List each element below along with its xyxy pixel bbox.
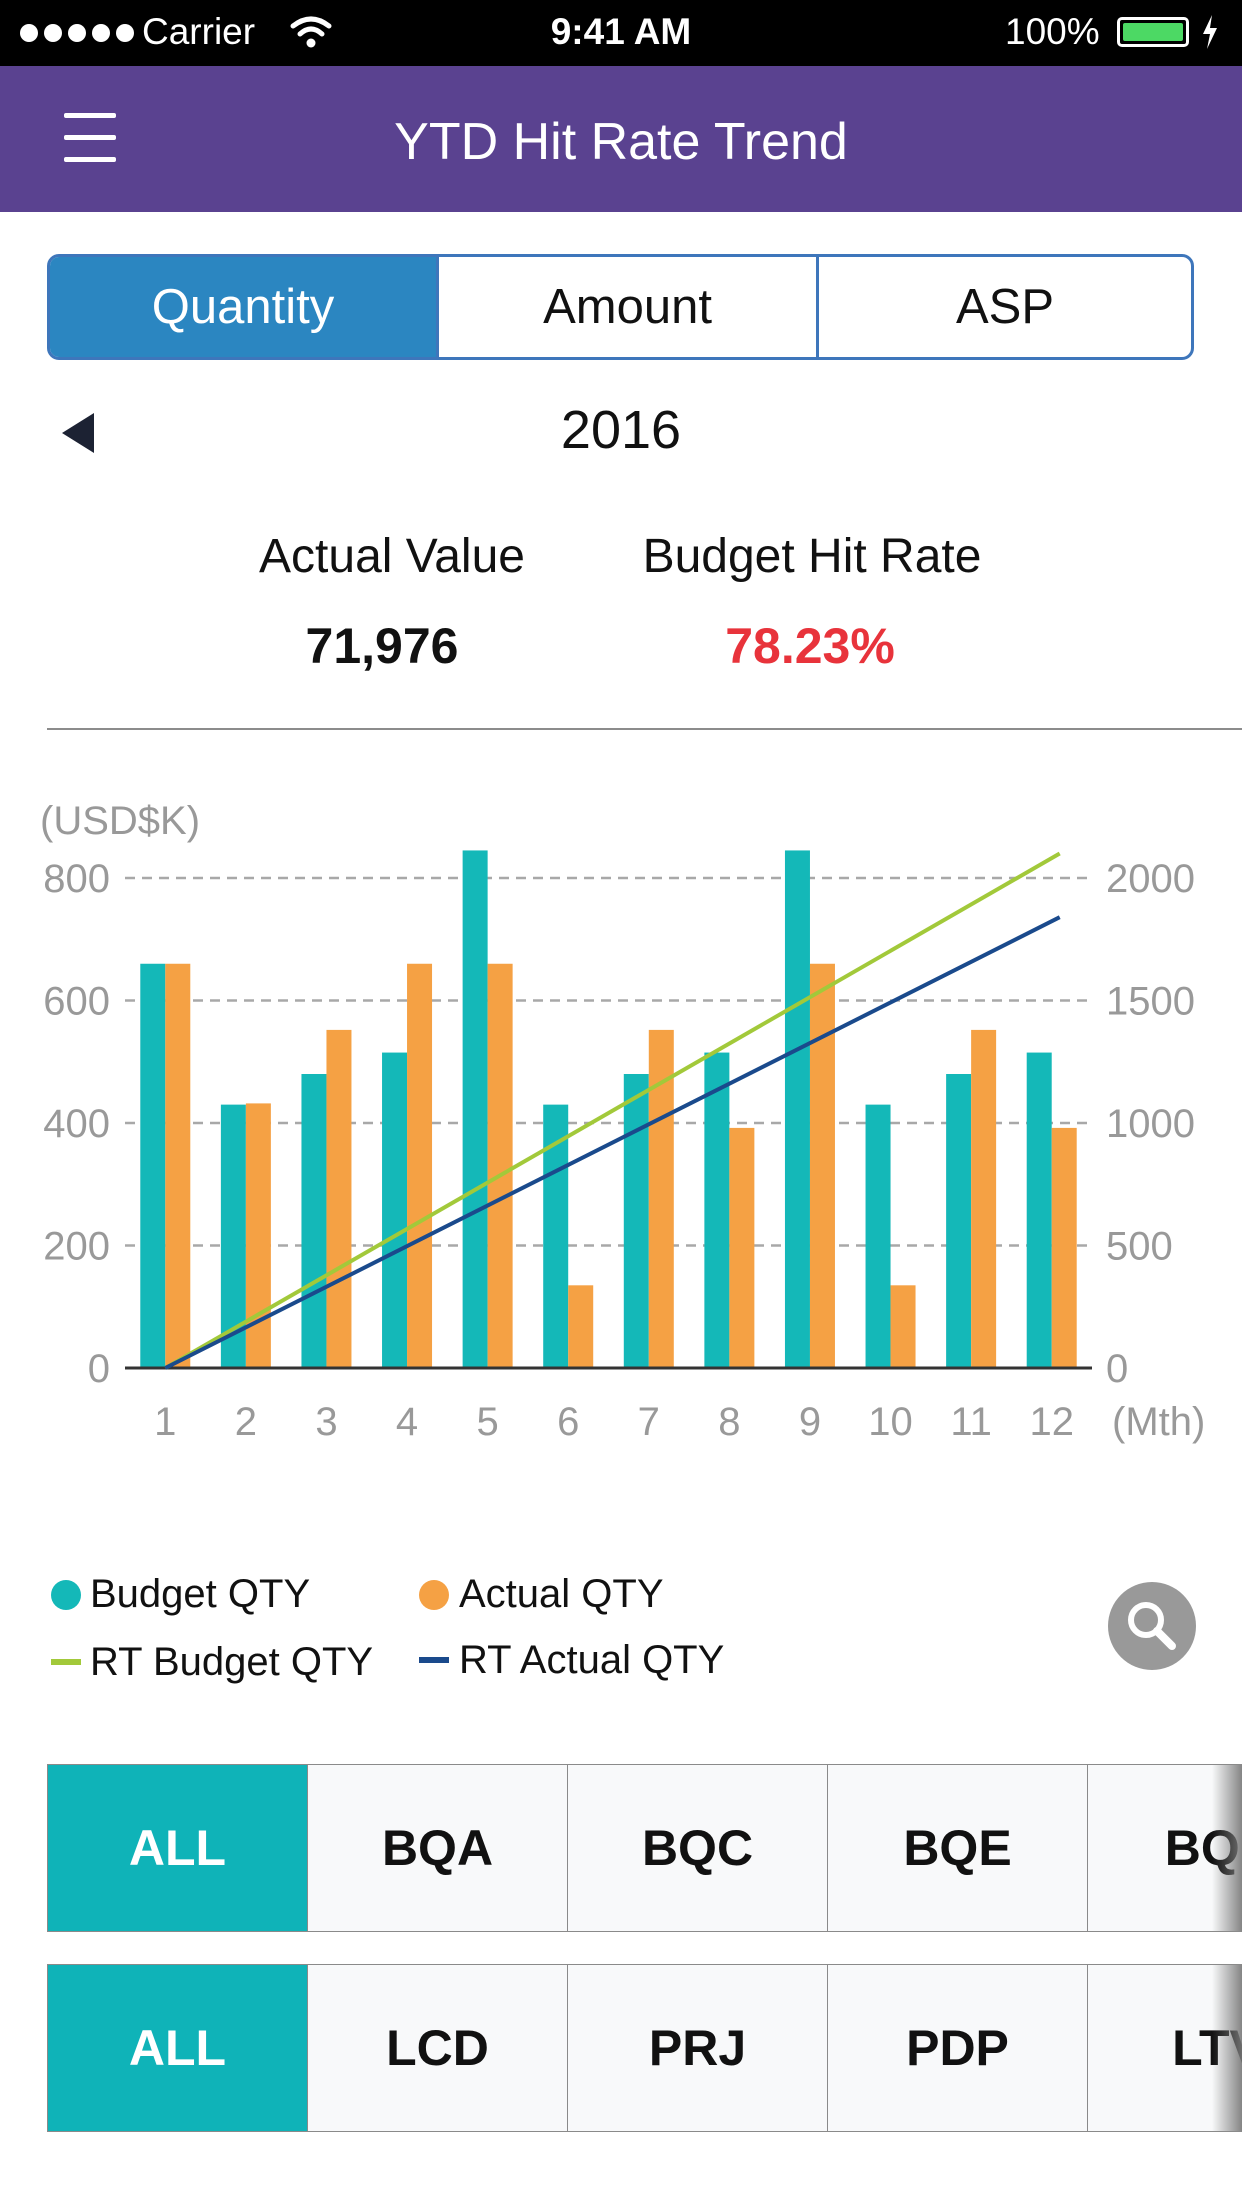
carrier-label: Carrier [142, 11, 256, 52]
scroll-fade [1212, 1965, 1242, 2131]
x-tick-label: 7 [638, 1400, 660, 1444]
x-tick-label: 10 [868, 1400, 913, 1444]
product-filter-row: ALL LCD PRJ PDP LTV [47, 1964, 1242, 2132]
actual-value: 71,976 [305, 618, 459, 674]
y2-tick-label: 1000 [1106, 1102, 1195, 1146]
bar-budget-qty [462, 850, 488, 1368]
bar-actual-qty [487, 963, 513, 1368]
magnifier-icon [1128, 1602, 1176, 1650]
x-tick-label: 1 [154, 1400, 176, 1444]
bar-budget-qty [301, 1074, 327, 1368]
signal-dots-icon [20, 24, 140, 47]
bar-actual-qty [245, 1103, 271, 1368]
bar-actual-qty [407, 963, 433, 1368]
bar-budget-qty [784, 850, 810, 1368]
x-tick-label: 11 [950, 1400, 992, 1444]
legend-rt-actual-swatch [419, 1657, 449, 1663]
x-tick-label: 6 [557, 1400, 579, 1444]
legend-budget-label: Budget QTY [90, 1572, 311, 1616]
line-rt-actual-qty [164, 915, 1061, 1370]
filter-pdp[interactable]: PDP [827, 1965, 1087, 2131]
x-tick-label: 8 [718, 1400, 740, 1444]
legend-actual-label: Actual QTY [459, 1572, 664, 1616]
filter-bqe[interactable]: BQE [827, 1765, 1087, 1931]
status-bar: Carrier 9:41 AM 100% [0, 0, 1242, 66]
x-tick-label: 9 [799, 1400, 821, 1444]
year-label: 2016 [560, 400, 682, 460]
budget-hit-rate-label: Budget Hit Rate [642, 530, 982, 583]
y2-tick-label: 0 [1106, 1347, 1128, 1391]
actual-value-label: Actual Value [259, 530, 525, 583]
filter-bqc[interactable]: BQC [567, 1765, 827, 1931]
bar-budget-qty [382, 1052, 408, 1368]
legend-rt-budget-swatch [51, 1659, 81, 1665]
filter-bqa[interactable]: BQA [307, 1765, 567, 1931]
bar-budget-qty [140, 963, 166, 1368]
bar-budget-qty [1026, 1052, 1052, 1368]
tab-amount[interactable]: Amount [436, 257, 816, 357]
y2-tick-label: 1500 [1106, 980, 1195, 1024]
page-title: YTD Hit Rate Trend [394, 113, 848, 171]
charging-bolt-icon [1203, 15, 1217, 49]
bar-actual-qty [326, 1029, 352, 1368]
wifi-icon [290, 16, 332, 48]
filter-all[interactable]: ALL [47, 1765, 307, 1931]
line-rt-budget-qty [164, 851, 1061, 1370]
bar-actual-qty [729, 1127, 755, 1368]
series-filter-row: ALL BQA BQC BQE BQL [47, 1764, 1242, 1932]
nav-bar: YTD Hit Rate Trend [0, 66, 1242, 212]
x-axis-unit-label: (Mth) [1112, 1400, 1205, 1444]
battery-icon [1117, 17, 1189, 47]
bar-budget-qty [865, 1104, 891, 1368]
previous-year-icon[interactable] [62, 413, 94, 453]
tab-quantity[interactable]: Quantity [50, 257, 436, 357]
tab-asp[interactable]: ASP [816, 257, 1191, 357]
bar-actual-qty [809, 963, 835, 1368]
bar-actual-qty [568, 1285, 594, 1368]
bar-actual-qty [1051, 1127, 1077, 1368]
bar-budget-qty [704, 1052, 730, 1368]
hamburger-menu-icon[interactable] [64, 113, 116, 163]
y-tick-label: 600 [43, 980, 110, 1024]
scroll-fade [1212, 1765, 1242, 1931]
x-tick-label: 5 [477, 1400, 499, 1444]
y-axis-unit-label: (USD$K) [40, 799, 200, 843]
y-tick-label: 200 [43, 1225, 110, 1269]
y2-tick-label: 500 [1106, 1225, 1173, 1269]
bar-actual-qty [971, 1029, 997, 1368]
divider [47, 728, 1242, 730]
budget-hit-rate-value: 78.23% [725, 618, 895, 674]
y-tick-label: 0 [88, 1347, 110, 1391]
bar-budget-qty [946, 1074, 972, 1368]
y2-tick-label: 2000 [1106, 857, 1195, 901]
legend-rt-budget-label: RT Budget QTY [90, 1640, 374, 1684]
y-tick-label: 800 [43, 857, 110, 901]
x-tick-label: 4 [396, 1400, 418, 1444]
bar-budget-qty [623, 1074, 649, 1368]
x-tick-label: 3 [315, 1400, 337, 1444]
bar-actual-qty [890, 1285, 916, 1368]
legend-actual-swatch [419, 1580, 449, 1610]
filter-lcd[interactable]: LCD [307, 1965, 567, 2131]
battery-percent: 100% [1005, 11, 1100, 52]
x-tick-label: 12 [1029, 1400, 1074, 1444]
filter-all[interactable]: ALL [47, 1965, 307, 2131]
bar-actual-qty [165, 963, 191, 1368]
metric-segmented-control: Quantity Amount ASP [47, 254, 1194, 360]
status-time: 9:41 AM [550, 11, 692, 52]
zoom-button[interactable] [1108, 1582, 1196, 1670]
x-tick-label: 2 [235, 1400, 257, 1444]
legend-budget-swatch [51, 1580, 81, 1610]
legend-rt-actual-label: RT Actual QTY [459, 1638, 725, 1682]
filter-prj[interactable]: PRJ [567, 1965, 827, 2131]
y-tick-label: 400 [43, 1102, 110, 1146]
